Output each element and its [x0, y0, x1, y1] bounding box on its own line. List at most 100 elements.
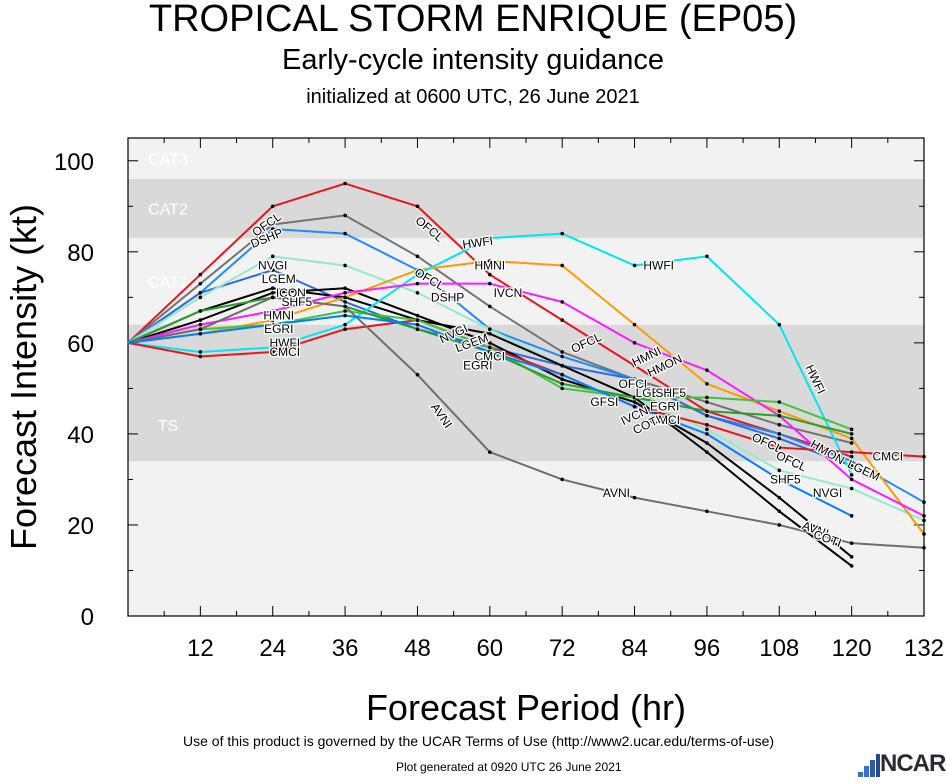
data-point [777, 400, 782, 404]
data-point [777, 409, 782, 413]
data-point [415, 272, 420, 277]
data-point [560, 300, 564, 304]
series-line-gfsi [127, 282, 925, 517]
data-point [198, 354, 203, 359]
data-point [777, 413, 782, 418]
data-point [705, 432, 709, 436]
data-point [270, 204, 275, 209]
data-point [198, 295, 203, 300]
series-label: SHF5 [770, 472, 801, 486]
x-tick-label: 60 [476, 635, 503, 662]
data-point [777, 322, 782, 327]
data-point [849, 427, 854, 432]
data-point [922, 545, 926, 550]
init-time: initialized at 0600 UTC, 26 June 2021 [306, 86, 640, 108]
data-point [415, 313, 420, 318]
x-tick-label: 72 [549, 635, 576, 662]
terms-of-use: Use of this product is governed by the U… [183, 733, 775, 749]
x-tick-label: 132 [904, 635, 944, 662]
data-point [343, 300, 347, 304]
data-point [849, 564, 854, 568]
data-point [632, 363, 637, 368]
data-point [198, 272, 203, 277]
data-point [849, 473, 854, 477]
chart-subtitle: Early-cycle intensity guidance [281, 44, 664, 76]
data-point [849, 454, 854, 459]
generated-time: Plot generated at 0920 UTC 26 June 2021 [396, 760, 622, 774]
data-point [270, 222, 275, 227]
data-point [343, 213, 347, 218]
data-point [849, 486, 854, 491]
data-point [270, 309, 275, 313]
data-point [560, 386, 564, 391]
data-point [705, 400, 709, 404]
series-label: CMCI [649, 413, 680, 427]
data-point [488, 345, 492, 350]
data-point [705, 409, 709, 413]
data-point [560, 363, 564, 368]
series-label: NVGI [258, 258, 287, 272]
data-point [270, 268, 275, 272]
band-cat2 [128, 178, 924, 239]
x-axis-label: Forecast Period (hr) [366, 687, 686, 728]
data-point [488, 236, 492, 240]
data-point [777, 445, 782, 450]
series-label: SHF5 [282, 295, 313, 309]
x-tick-label: 96 [694, 635, 721, 662]
y-tick-label: 100 [54, 149, 94, 176]
data-point [632, 404, 637, 409]
y-tick-label: 60 [67, 331, 94, 358]
series-line-nvgi [127, 255, 925, 522]
data-point [560, 318, 564, 322]
x-tick-label: 108 [759, 635, 799, 662]
data-point [849, 450, 854, 454]
series-gfsi [127, 281, 926, 518]
data-point [632, 377, 637, 382]
data-point [560, 377, 564, 382]
x-tick-label: 48 [404, 635, 431, 662]
data-point [198, 322, 203, 327]
data-point [488, 327, 492, 332]
series-label: DSHP [431, 290, 464, 304]
series-label: CMCI [872, 450, 903, 464]
data-point [343, 263, 347, 268]
x-tick-label: 12 [187, 635, 214, 662]
data-point [270, 254, 275, 259]
data-point [198, 318, 203, 322]
x-tick-label: 24 [259, 635, 286, 662]
series-coti [127, 313, 854, 518]
data-point [343, 322, 347, 327]
data-point [560, 354, 564, 359]
data-point [705, 427, 709, 432]
y-tick-label: 40 [67, 422, 94, 449]
data-point [777, 495, 782, 500]
series-label: HWFI [462, 234, 494, 252]
data-point [777, 477, 782, 482]
data-point [488, 304, 492, 309]
data-point [415, 281, 420, 286]
data-point [488, 272, 492, 277]
data-point [849, 459, 854, 464]
data-point [270, 318, 275, 322]
series-label: GFSI [590, 395, 618, 409]
series-label: HWFI [643, 258, 674, 272]
data-point [488, 281, 492, 286]
data-point [632, 400, 637, 404]
data-point [560, 382, 564, 386]
data-point [849, 436, 854, 441]
series-hwfi [127, 231, 854, 477]
series-label: HMNI [263, 309, 294, 323]
series-label: SHF5 [655, 386, 686, 400]
data-point [415, 268, 420, 272]
data-point [198, 331, 203, 336]
ncar-logo-text: NCAR [880, 750, 946, 777]
data-point [777, 509, 782, 514]
ncar-logo: NCAR [856, 748, 946, 780]
data-point [777, 423, 782, 427]
data-point [560, 372, 564, 377]
x-tick-label: 120 [832, 635, 872, 662]
data-point [343, 304, 347, 309]
data-point [705, 509, 709, 514]
data-point [270, 322, 275, 327]
series-label: AVNI [603, 486, 630, 500]
